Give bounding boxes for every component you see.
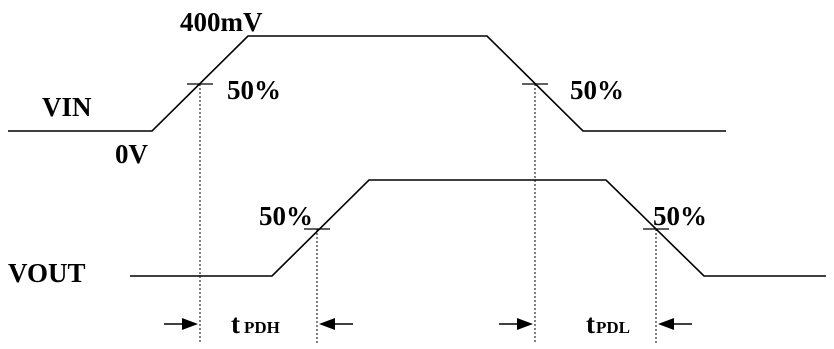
peak-voltage-label: 400mV xyxy=(180,7,263,37)
vin-label: VIN xyxy=(42,92,92,122)
tpdh-label: t PDH xyxy=(231,309,280,339)
zero-voltage-label: 0V xyxy=(115,139,149,169)
vin-waveform xyxy=(8,35,726,132)
vout-rise-50-label: 50% xyxy=(259,201,313,231)
vout-fall-50-label: 50% xyxy=(653,201,707,231)
vout-label: VOUT xyxy=(8,258,85,288)
tpdl-left-arrow xyxy=(499,318,533,330)
vin-rise-50-label: 50% xyxy=(227,75,281,105)
vin-fall-50-label: 50% xyxy=(570,75,624,105)
tpdl-label: tPDL xyxy=(586,309,630,339)
tpdh-right-arrow xyxy=(319,318,353,330)
vout-waveform xyxy=(130,179,826,277)
tpdl-right-arrow xyxy=(658,318,692,330)
tpdh-left-arrow xyxy=(164,318,198,330)
